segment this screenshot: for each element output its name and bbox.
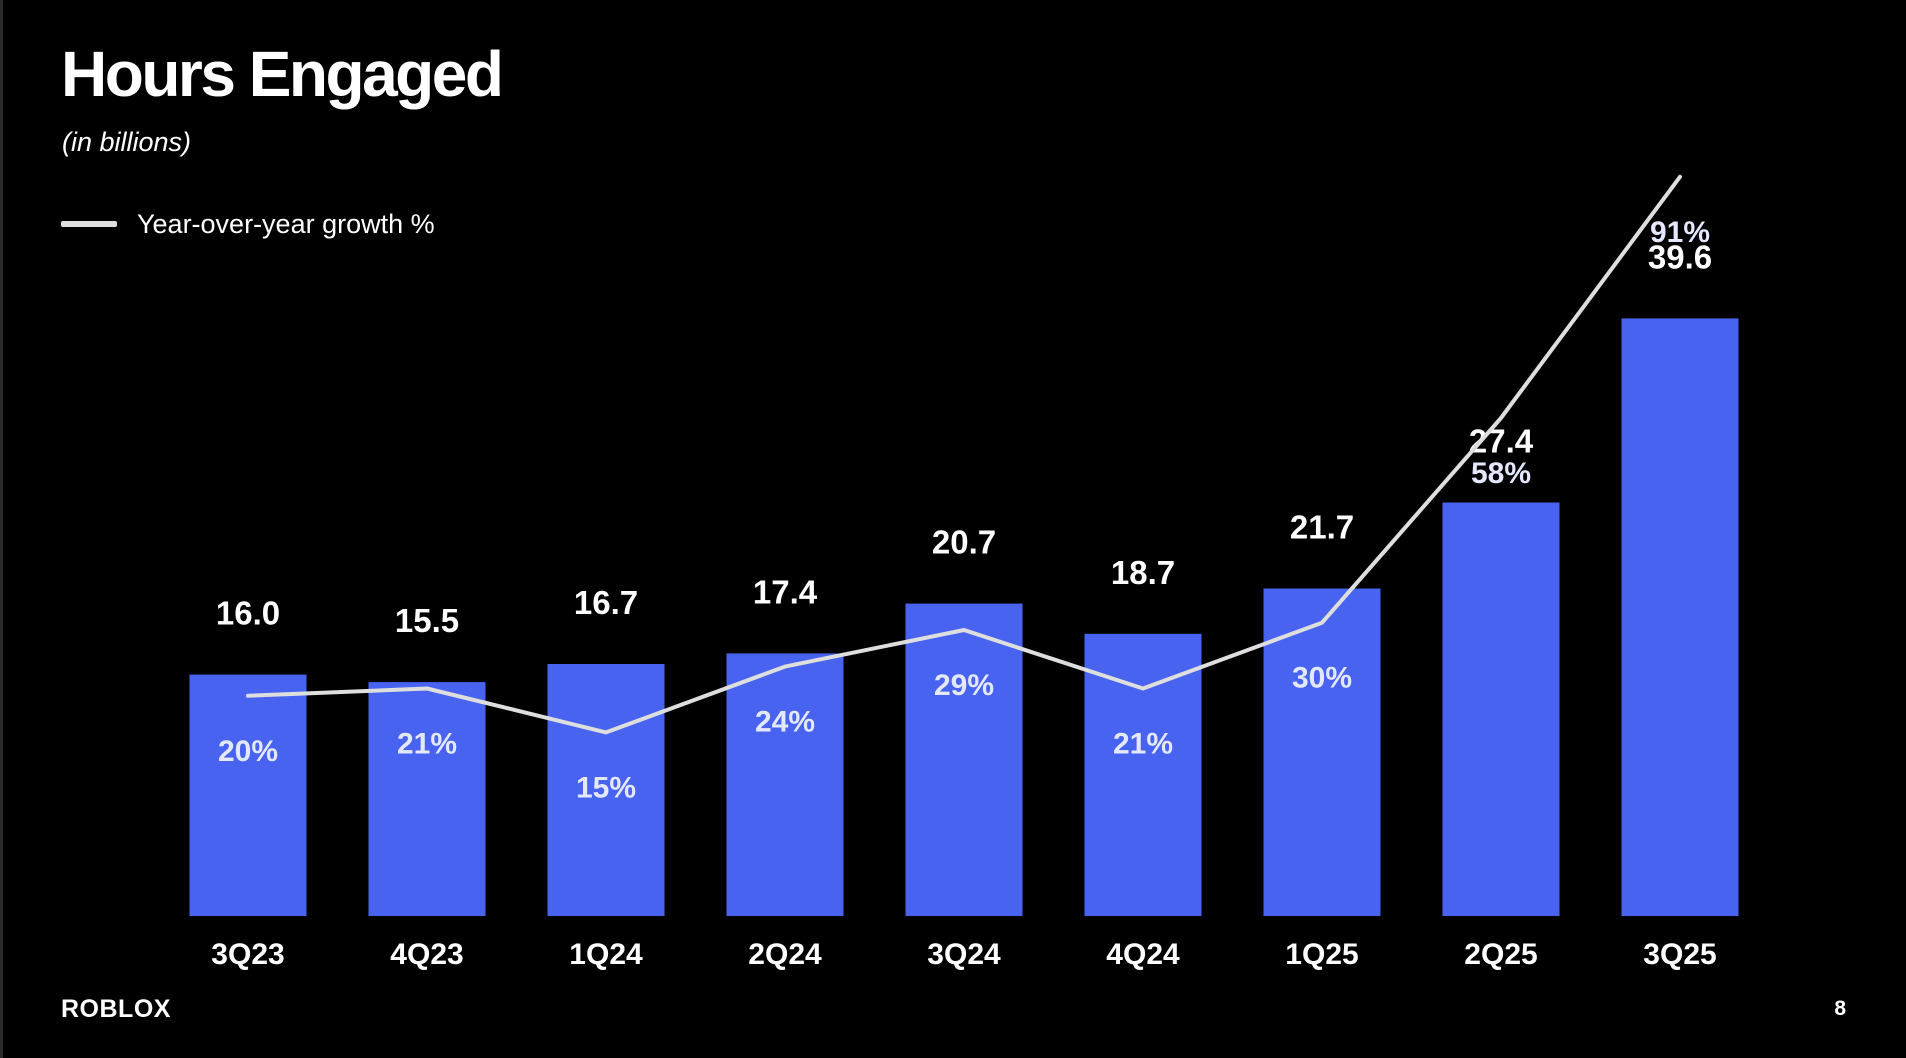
x-tick-label-4Q23: 4Q23	[390, 938, 463, 971]
x-tick-label-3Q23: 3Q23	[211, 938, 284, 971]
x-tick-label-3Q25: 3Q25	[1643, 938, 1716, 971]
bar-value-label-3Q24: 20.7	[932, 524, 996, 561]
growth-label-1Q25: 30%	[1292, 662, 1352, 695]
page-title: Hours Engaged	[61, 38, 504, 110]
growth-label-3Q25: 91%	[1650, 216, 1710, 249]
bar-value-label-3Q23: 16.0	[216, 595, 280, 632]
bar-1Q24	[547, 664, 665, 916]
x-tick-label-1Q25: 1Q25	[1285, 938, 1358, 971]
bar-value-label-4Q23: 15.5	[395, 602, 459, 639]
growth-label-3Q23: 20%	[218, 735, 278, 768]
bar-value-label-2Q24: 17.4	[753, 573, 818, 610]
growth-label-4Q23: 21%	[397, 728, 457, 761]
growth-label-2Q24: 24%	[755, 706, 815, 739]
legend-label: Year-over-year growth %	[137, 208, 435, 239]
bar-value-labels-group: 16.0 15.5 16.7 17.420.718.721.727.439.6	[216, 238, 1712, 639]
bar-value-label-1Q25: 21.7	[1290, 509, 1354, 546]
bar-value-label-1Q24: 16.7	[574, 584, 638, 621]
growth-labels-group: 20% 21% 15% 24% 29% 21% 30% 58% 91%	[218, 216, 1710, 805]
bars-group	[189, 318, 1739, 916]
page-number: 8	[1834, 997, 1846, 1020]
page-subtitle: (in billions)	[62, 127, 192, 157]
growth-label-3Q24: 29%	[934, 669, 994, 702]
bar-value-label-3Q25: 39.6	[1648, 238, 1712, 275]
slide-edge	[0, 0, 3, 1058]
bar-3Q24	[905, 603, 1023, 916]
bar-3Q25	[1621, 318, 1739, 916]
x-tick-label-1Q24: 1Q24	[569, 938, 643, 971]
x-tick-labels-group: 3Q23 4Q23 1Q24 2Q24 3Q24 4Q24 1Q25 2Q25 3Q25	[211, 938, 1716, 971]
bar-1Q25	[1263, 588, 1381, 916]
bar-2Q24	[726, 653, 844, 916]
growth-label-4Q24: 21%	[1113, 728, 1173, 761]
growth-label-1Q24: 15%	[576, 771, 636, 804]
bar-3Q23	[189, 674, 307, 916]
legend: Year-over-year growth %	[61, 208, 435, 240]
bar-value-label-4Q24: 18.7	[1111, 554, 1175, 591]
roblox-logo: ROBLOX	[61, 995, 171, 1023]
x-tick-label-3Q24: 3Q24	[927, 938, 1001, 971]
growth-label-2Q25: 58%	[1471, 457, 1531, 490]
legend-line-swatch	[61, 221, 117, 227]
bar-4Q23	[368, 682, 486, 916]
growth-line	[246, 174, 1682, 735]
growth-line-group	[246, 174, 1682, 735]
x-tick-label-2Q25: 2Q25	[1464, 938, 1537, 971]
bar-4Q24	[1084, 633, 1202, 916]
bar-2Q25	[1442, 502, 1560, 916]
x-tick-label-2Q24: 2Q24	[748, 938, 822, 971]
x-tick-label-4Q24: 4Q24	[1106, 938, 1180, 971]
